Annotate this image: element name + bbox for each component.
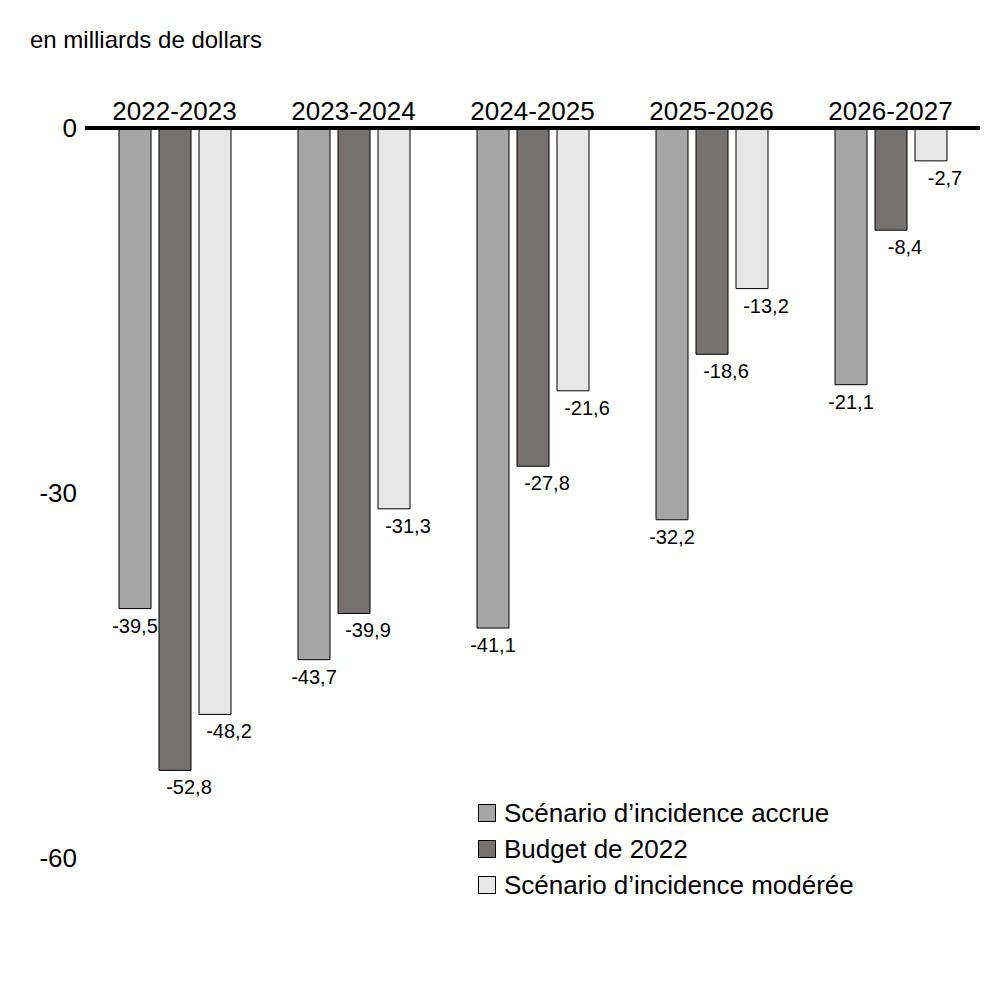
svg-text:-2,7: -2,7 xyxy=(928,167,962,189)
svg-text:-30: -30 xyxy=(39,478,77,508)
html-text:en milliards de dollars: en milliards de dollars xyxy=(30,26,263,53)
svg-text:-32,2: -32,2 xyxy=(649,526,695,548)
svg-text:-39,9: -39,9 xyxy=(345,619,391,641)
svg-text:-31,3: -31,3 xyxy=(385,515,431,537)
svg-text:-21,1: -21,1 xyxy=(828,391,874,413)
svg-text:-41,1: -41,1 xyxy=(470,634,516,656)
svg-text:-48,2: -48,2 xyxy=(206,720,252,742)
html-text:Scénario d’incidence modérée: Scénario d’incidence modérée xyxy=(504,869,854,900)
svg-text:-43,7: -43,7 xyxy=(291,666,337,688)
svg-text:-8,4: -8,4 xyxy=(888,236,922,258)
svg-text:2022-2023: 2022-2023 xyxy=(112,96,236,126)
svg-text:-39,5: -39,5 xyxy=(112,615,158,637)
svg-text:-13,2: -13,2 xyxy=(743,295,789,317)
svg-text:2023-2024: 2023-2024 xyxy=(291,96,415,126)
svg-text:2024-2025: 2024-2025 xyxy=(470,96,594,126)
svg-text:-60: -60 xyxy=(39,843,77,873)
svg-text:-21,6: -21,6 xyxy=(564,397,610,419)
svg-text:2026-2027: 2026-2027 xyxy=(828,96,952,126)
svg-text:-27,8: -27,8 xyxy=(524,472,570,494)
svg-text:0: 0 xyxy=(63,113,77,143)
html-text:Scénario d’incidence accrue: Scénario d’incidence accrue xyxy=(504,797,830,828)
svg-text:-52,8: -52,8 xyxy=(166,776,212,798)
svg-text:2025-2026: 2025-2026 xyxy=(649,96,773,126)
html-text:Budget de 2022: Budget de 2022 xyxy=(504,833,688,864)
svg-text:-18,6: -18,6 xyxy=(703,360,749,382)
